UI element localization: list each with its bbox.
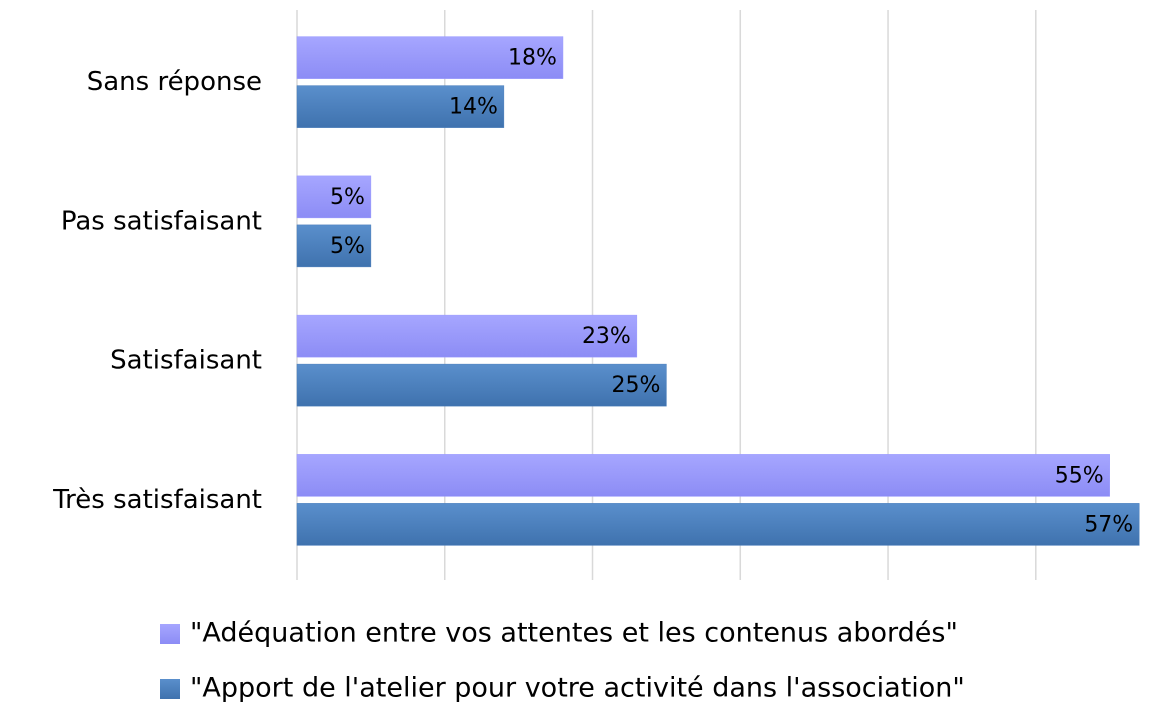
value-label: 55% <box>1055 463 1104 488</box>
bar <box>296 363 667 407</box>
bar <box>296 314 638 358</box>
category-label: Très satisfaisant <box>52 485 262 515</box>
value-label: 5% <box>330 185 365 210</box>
legend-swatch <box>160 679 180 699</box>
value-label: 5% <box>330 234 365 259</box>
bar <box>296 454 1110 497</box>
legend-label: "Adéquation entre vos attentes et les co… <box>190 618 958 649</box>
bar <box>296 175 372 219</box>
value-label: 23% <box>582 324 631 349</box>
legend-label: "Apport de l'atelier pour votre activité… <box>190 673 965 704</box>
value-label: 18% <box>508 46 557 71</box>
value-label: 57% <box>1084 512 1133 537</box>
bar <box>296 36 564 79</box>
bar <box>296 503 1140 546</box>
bar <box>296 85 505 128</box>
category-label: Satisfaisant <box>110 346 262 376</box>
value-label: 25% <box>611 373 660 398</box>
legend-swatch <box>160 624 180 644</box>
value-label: 14% <box>449 95 498 120</box>
bar <box>296 224 372 268</box>
category-label: Pas satisfaisant <box>61 206 262 236</box>
category-label: Sans réponse <box>87 67 262 97</box>
